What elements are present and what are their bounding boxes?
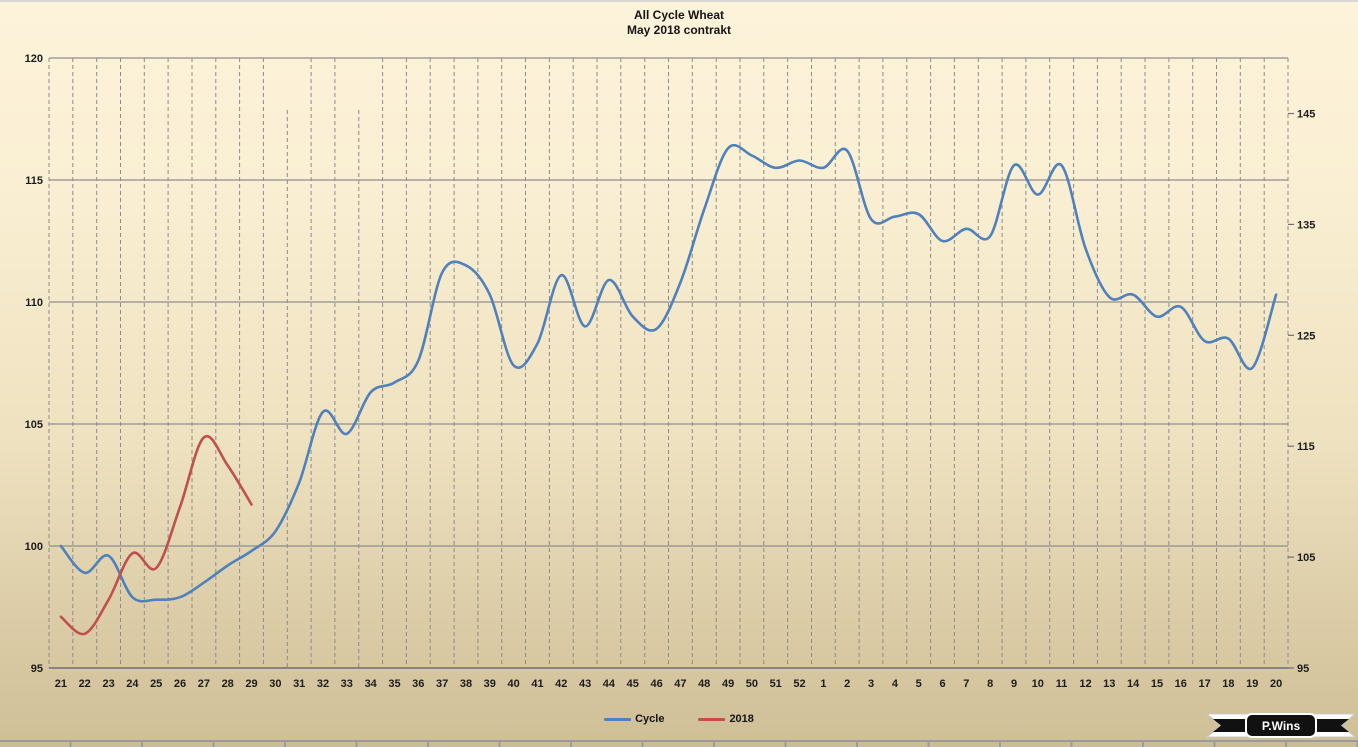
svg-text:145: 145 [1297, 109, 1315, 121]
series-line-cycle[interactable] [59, 143, 1278, 603]
svg-text:40: 40 [507, 678, 519, 690]
svg-text:17: 17 [1198, 678, 1210, 690]
svg-text:31: 31 [293, 678, 305, 690]
svg-text:1: 1 [820, 678, 826, 690]
svg-text:27: 27 [198, 678, 210, 690]
next-chart-top-edge [0, 740, 1358, 747]
svg-text:20: 20 [1270, 678, 1282, 690]
logo-text: P.Wins [1262, 719, 1301, 733]
chart-title-block: All Cycle Wheat May 2018 contrakt [0, 8, 1358, 38]
svg-text:19: 19 [1246, 678, 1258, 690]
svg-text:22: 22 [79, 678, 91, 690]
ribbon-plaque [1245, 713, 1317, 738]
svg-text:9: 9 [1011, 678, 1017, 690]
svg-text:4: 4 [892, 678, 899, 690]
legend-label-2018: 2018 [729, 713, 754, 725]
vertical-gridlines [48, 58, 1289, 668]
svg-text:115: 115 [25, 175, 43, 187]
svg-text:120: 120 [25, 53, 43, 65]
svg-text:28: 28 [222, 678, 234, 690]
legend-label-cycle: Cycle [635, 713, 665, 725]
svg-text:45: 45 [627, 678, 639, 690]
svg-text:46: 46 [650, 678, 662, 690]
svg-text:95: 95 [31, 663, 43, 675]
svg-text:33: 33 [341, 678, 353, 690]
svg-text:13: 13 [1103, 678, 1115, 690]
left-axis-labels: 95 100 105 110 115 120 [25, 53, 43, 675]
svg-text:8: 8 [987, 678, 993, 690]
x-axis-labels: 21 22 23 24 25 26 27 28 29 30 31 32 33 34 35 36 37 38 39 40… [55, 678, 1282, 690]
series-line-2018[interactable] [59, 434, 253, 636]
svg-text:48: 48 [698, 678, 710, 690]
cycle-line-swatch [604, 717, 632, 721]
svg-text:125: 125 [1297, 330, 1315, 342]
window-top-edge [0, 0, 1358, 2]
svg-text:135: 135 [1297, 219, 1315, 231]
svg-text:39: 39 [484, 678, 496, 690]
svg-text:35: 35 [388, 678, 400, 690]
svg-text:105: 105 [25, 419, 43, 431]
svg-text:34: 34 [365, 678, 378, 690]
svg-text:11: 11 [1056, 678, 1068, 690]
svg-text:32: 32 [317, 678, 329, 690]
svg-text:16: 16 [1175, 678, 1187, 690]
svg-text:10: 10 [1032, 678, 1044, 690]
series-2018-line-swatch [698, 717, 726, 721]
legend-item-cycle[interactable]: Cycle [604, 713, 664, 725]
svg-text:30: 30 [269, 678, 281, 690]
pwins-logo: P.Wins [1205, 710, 1357, 742]
svg-text:24: 24 [126, 678, 139, 690]
svg-text:38: 38 [460, 678, 472, 690]
svg-text:5: 5 [916, 678, 922, 690]
svg-text:25: 25 [150, 678, 162, 690]
horizontal-gridlines [49, 57, 1288, 669]
svg-text:6: 6 [939, 678, 945, 690]
svg-text:51: 51 [770, 678, 782, 690]
right-axis-labels: 95 105 115 125 135 145 [1297, 109, 1315, 676]
svg-text:47: 47 [674, 678, 686, 690]
svg-text:36: 36 [412, 678, 424, 690]
svg-text:105: 105 [1297, 552, 1315, 564]
right-axis-ticks [1288, 112, 1294, 669]
svg-text:42: 42 [555, 678, 567, 690]
svg-text:21: 21 [55, 678, 67, 690]
svg-text:95: 95 [1297, 663, 1309, 675]
svg-text:52: 52 [793, 678, 805, 690]
svg-text:7: 7 [963, 678, 969, 690]
svg-text:41: 41 [531, 678, 543, 690]
legend: Cycle 2018 [604, 713, 754, 725]
svg-text:23: 23 [102, 678, 114, 690]
svg-text:50: 50 [746, 678, 758, 690]
chart-subtitle: May 2018 contrakt [626, 23, 732, 37]
chart-title: All Cycle Wheat [633, 8, 725, 22]
svg-text:18: 18 [1222, 678, 1234, 690]
svg-text:12: 12 [1079, 678, 1091, 690]
svg-text:43: 43 [579, 678, 591, 690]
svg-text:110: 110 [25, 297, 43, 309]
svg-text:15: 15 [1151, 678, 1163, 690]
svg-text:100: 100 [25, 541, 43, 553]
svg-text:26: 26 [174, 678, 186, 690]
svg-text:44: 44 [603, 678, 616, 690]
svg-text:37: 37 [436, 678, 448, 690]
svg-text:49: 49 [722, 678, 734, 690]
svg-text:115: 115 [1297, 441, 1315, 453]
svg-text:14: 14 [1127, 678, 1140, 690]
svg-text:3: 3 [868, 678, 874, 690]
svg-text:29: 29 [245, 678, 257, 690]
svg-text:2: 2 [844, 678, 850, 690]
legend-item-2018[interactable]: 2018 [698, 713, 754, 725]
